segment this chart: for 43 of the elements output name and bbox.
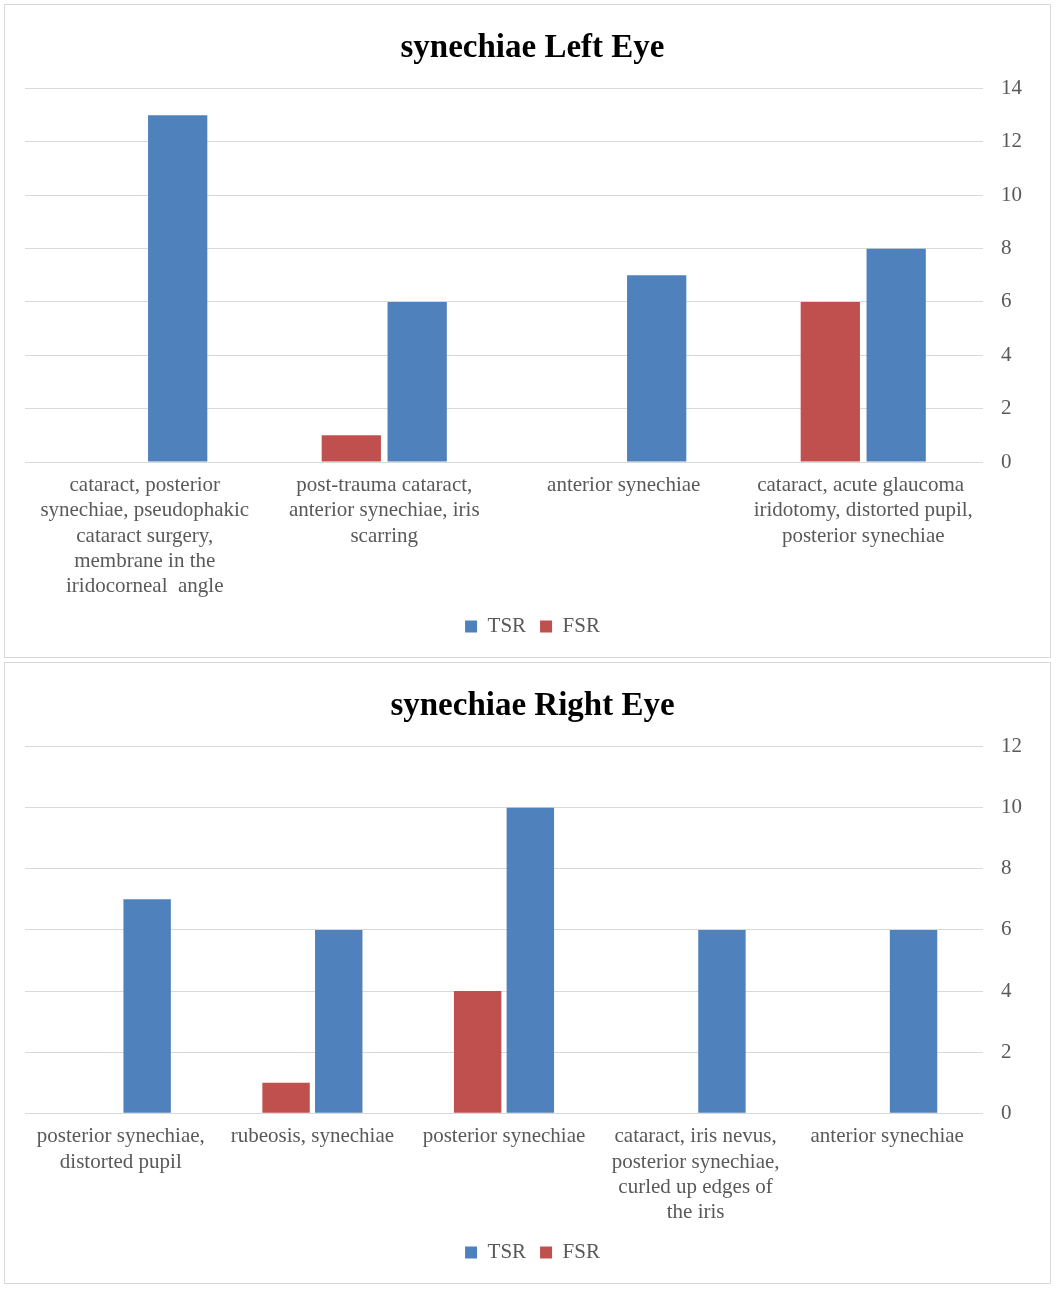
bar bbox=[321, 435, 381, 462]
bar bbox=[453, 991, 502, 1113]
y-tick-label: 14 bbox=[1001, 75, 1023, 100]
y-tick-label: 8 bbox=[1001, 855, 1012, 880]
y-tick-label: 4 bbox=[1001, 341, 1012, 366]
bar bbox=[262, 1082, 310, 1113]
legend-label: TSR bbox=[487, 1239, 527, 1264]
legend-label: TSR bbox=[487, 613, 527, 638]
y-tick-label: 12 bbox=[1001, 733, 1022, 758]
bar bbox=[698, 929, 746, 1113]
y-tick-label: 12 bbox=[1001, 128, 1022, 153]
bar bbox=[506, 807, 555, 1113]
bar bbox=[866, 248, 926, 462]
y-tick-label: 6 bbox=[1001, 288, 1012, 313]
bar bbox=[889, 929, 938, 1113]
y-tick-label: 2 bbox=[1001, 1038, 1012, 1063]
bar bbox=[148, 115, 208, 462]
chart-title: synechiae Left Eye bbox=[400, 28, 665, 65]
x-tick-label: posterior synechiae, distorted pupil bbox=[36, 1123, 205, 1173]
y-tick-label: 2 bbox=[1001, 395, 1012, 420]
y-tick-label: 8 bbox=[1001, 235, 1012, 260]
x-tick-label: rubeosis, synechiae bbox=[230, 1123, 395, 1148]
y-tick-label: 0 bbox=[1001, 1099, 1012, 1124]
x-tick-label: posterior synechiae bbox=[422, 1123, 586, 1148]
bar bbox=[627, 275, 687, 462]
y-tick-label: 10 bbox=[1001, 181, 1022, 206]
x-tick-label: cataract, acute glaucoma iridotomy, distorted pupil, posterior synechiae bbox=[753, 472, 973, 547]
legend-label: FSR bbox=[562, 1239, 600, 1264]
bar bbox=[123, 899, 171, 1113]
x-tick-label: anterior synechiae bbox=[547, 472, 701, 497]
y-tick-label: 0 bbox=[1001, 448, 1012, 473]
x-tick-label: post-trauma cataract, anterior synechiae, iris scarring bbox=[288, 472, 480, 547]
y-tick-label: 6 bbox=[1001, 916, 1012, 941]
chart-title: synechiae Right Eye bbox=[390, 686, 675, 723]
y-tick-label: 4 bbox=[1001, 977, 1012, 1002]
bar bbox=[387, 301, 447, 462]
x-tick-label: cataract, posterior synechiae, pseudophakic cataract surgery, membrane in the iridocorneal angle bbox=[40, 472, 250, 597]
y-tick-label: 10 bbox=[1001, 794, 1022, 819]
x-tick-label: anterior synechiae bbox=[810, 1123, 964, 1148]
x-tick-label: cataract, iris nevus, posterior synechiae, curled up edges of the iris bbox=[611, 1123, 780, 1223]
bar bbox=[800, 301, 860, 462]
legend-label: FSR bbox=[562, 613, 600, 638]
bar bbox=[315, 929, 363, 1113]
